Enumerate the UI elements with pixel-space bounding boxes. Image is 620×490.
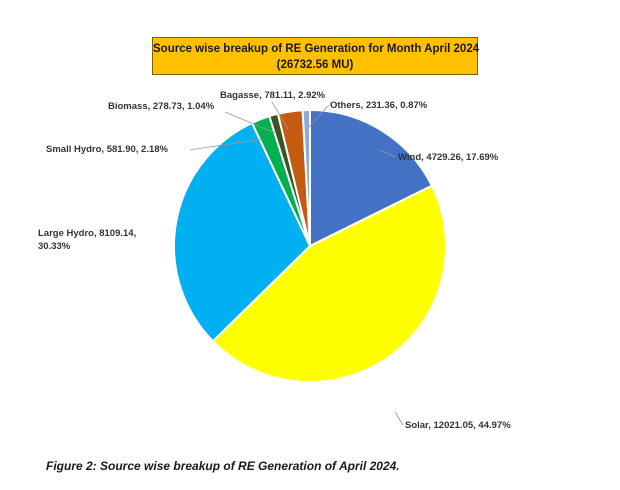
leader-line-biomass <box>224 111 276 134</box>
pie-slice-solar <box>211 184 447 383</box>
pie-slice-others <box>301 108 311 247</box>
slice-label-biomass: Biomass, 278.73, 1.04% <box>108 101 215 112</box>
leader-line-others <box>307 104 330 129</box>
chart-title-box: Source wise breakup of RE Generation for… <box>152 37 480 75</box>
leader-line-wind <box>379 149 396 158</box>
slice-label-bagasse: Bagasse, 781.11, 2.92% <box>220 90 326 101</box>
pie-slice-large-hydro <box>172 121 312 343</box>
slice-label-others: Others, 231.36, 0.87% <box>330 100 428 111</box>
slice-label-wind: Wind, 4729.26, 17.69% <box>398 152 499 163</box>
chart-title: Source wise breakup of RE Generation for… <box>153 43 480 55</box>
figure-caption: Figure 2: Source wise breakup of RE Gene… <box>46 459 400 473</box>
pie-slices <box>172 108 447 383</box>
slice-labels: Wind, 4729.26, 17.69% Solar, 12021.05, 44… <box>38 90 511 431</box>
leader-line-solar <box>394 411 404 426</box>
slice-label-small-hydro: Small Hydro, 581.90, 2.18% <box>46 144 169 155</box>
slice-label-large-hydro: Large Hydro, 8109.14, 30.33% <box>38 228 136 252</box>
slice-label-solar: Solar, 12021.05, 44.97% <box>405 420 511 431</box>
leader-line-small-hydro <box>189 138 263 151</box>
pie-slice-wind <box>309 108 434 248</box>
leader-line-bagasse <box>271 101 289 130</box>
chart-subtitle: (26732.56 MU) <box>276 59 354 71</box>
leader-lines <box>189 101 404 426</box>
